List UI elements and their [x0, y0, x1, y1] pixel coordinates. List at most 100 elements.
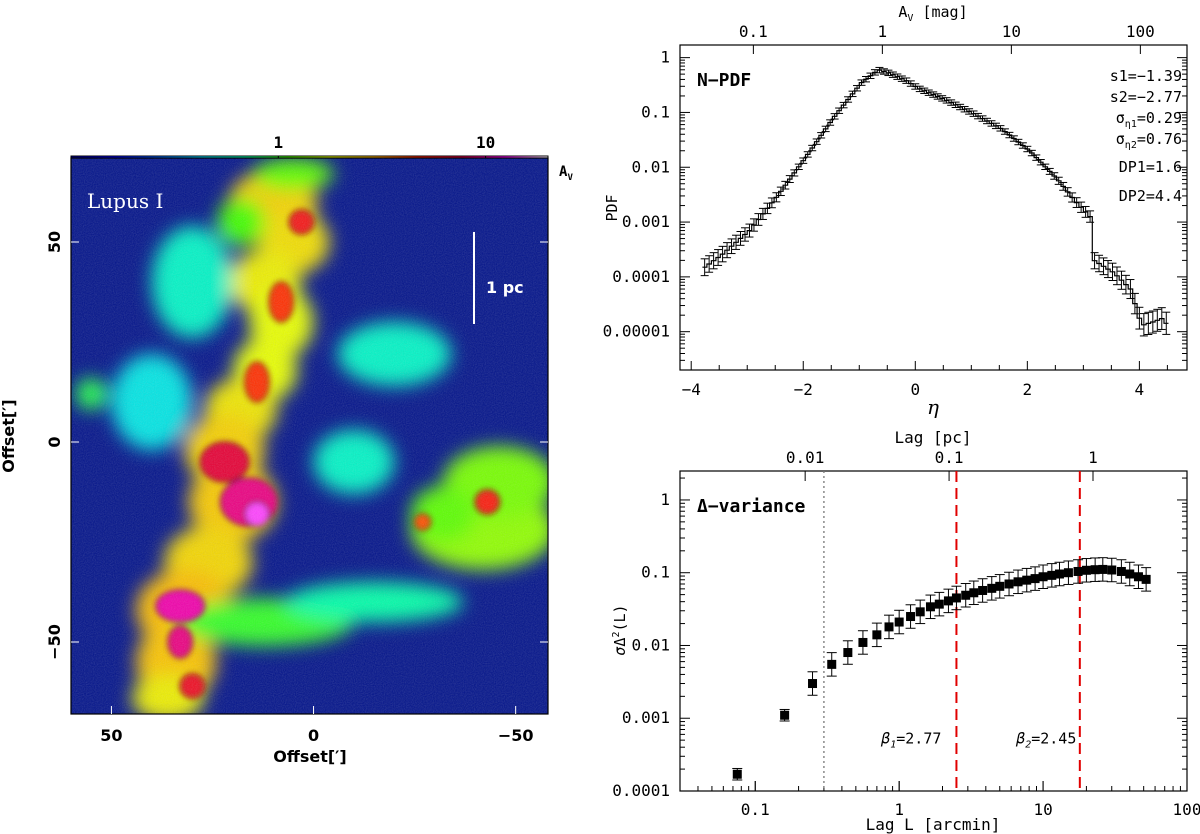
dvar-data-points	[732, 557, 1152, 781]
dvar-point	[808, 679, 818, 689]
dvar-x-tick-label: 10	[1033, 800, 1052, 819]
npdf-x-tick-label: 4	[1135, 380, 1145, 399]
npdf-y-tick-label: 0.0001	[612, 267, 670, 286]
npdf-x-tick-label: −2	[794, 380, 813, 399]
dvar-point	[1090, 565, 1100, 575]
npdf-top-tick-label: 10	[1002, 22, 1021, 41]
dvar-y-label: σΔ2(L)	[611, 604, 629, 655]
dvar-point	[858, 637, 868, 647]
map-x-tick-label: −50	[498, 726, 534, 745]
dvar-axis-ticks: 0.1 1 10 100 1 0.1 0.01 0.001 0.0001 0.01 0.1 1	[612, 448, 1200, 819]
dvar-point	[1047, 570, 1057, 580]
dvar-annotations: β1=2.77 β2=2.45	[880, 729, 1076, 750]
annotation-s2: s2=−2.77	[1110, 88, 1182, 106]
dvar-frame	[679, 470, 1188, 792]
dvar-point	[1098, 564, 1108, 574]
dvar-point	[732, 769, 742, 779]
npdf-top-tick-label: 100	[1126, 22, 1155, 41]
npdf-x-tick-label: 0	[910, 380, 920, 399]
dvar-point	[995, 581, 1005, 591]
dvar-point	[1054, 569, 1064, 579]
map-axis-ticks: 50 0 −50 50 0 −50	[45, 231, 548, 745]
scale-bar-label: 1 pc	[486, 278, 524, 297]
dvar-point	[1004, 579, 1014, 589]
dvar-point	[872, 630, 882, 640]
npdf-x-tick-label: 2	[1023, 380, 1033, 399]
dvar-point	[827, 659, 837, 669]
dvar-x-label: Lag L [arcmin]	[866, 815, 1001, 834]
dvar-point	[951, 593, 961, 603]
dvar-top-tick-label: 0.1	[935, 448, 964, 467]
map-x-label: Offset[′]	[273, 747, 346, 766]
dvar-point	[978, 585, 988, 595]
dvar-point	[925, 602, 935, 612]
dvar-point	[1107, 565, 1117, 575]
npdf-axis-ticks: −4 −2 0 2 4 1 0.1 0.01 0.001 0.0001 0.00001 0.1 1 10 1…	[603, 22, 1187, 399]
dvar-point	[906, 612, 916, 622]
npdf-y-tick-label: 1	[660, 48, 670, 67]
map-panel: 1 10 AV Lupus I 1 pc 50 0 −50 50 0 −50 Offset[…	[0, 133, 573, 766]
dvar-point	[1141, 574, 1151, 584]
dvar-point	[987, 583, 997, 593]
npdf-error-bars	[700, 66, 1171, 337]
annotation-dp1: DP1=1.6	[1119, 158, 1182, 176]
dvar-y-tick-label: 0.01	[631, 635, 670, 654]
dvar-annotation: β2=2.45	[1015, 729, 1076, 750]
dvar-point	[934, 599, 944, 609]
npdf-top-tick-label: 1	[878, 22, 888, 41]
dvar-point	[961, 590, 971, 600]
map-x-tick-label: 50	[100, 726, 122, 745]
map-frame	[70, 157, 549, 715]
dvar-point	[1013, 577, 1023, 587]
map-x-tick-label: 0	[308, 726, 319, 745]
dvar-annotation-sub: 2	[1025, 739, 1031, 750]
dvar-top-tick-label: 0.01	[786, 448, 825, 467]
npdf-y-tick-label: 0.01	[631, 157, 670, 176]
map-y-label: Offset[′]	[0, 399, 18, 472]
colorbar-tick-label: 1	[273, 133, 283, 152]
dvar-y-tick-label: 0.001	[622, 708, 670, 727]
dvar-point	[843, 648, 853, 658]
npdf-x-tick-label: −4	[682, 380, 701, 399]
dvar-annotation-value: =2.77	[896, 729, 941, 747]
map-y-tick-label: 0	[45, 436, 64, 447]
map-noise	[71, 158, 548, 714]
colorbar-label: AV	[559, 164, 573, 183]
dvar-reference-lines	[823, 471, 1081, 791]
dvar-x-tick-label: 1	[894, 800, 904, 819]
dvar-panel: 0.1 1 10 100 1 0.1 0.01 0.001 0.0001 0.01 0.1 1 Δ−v…	[611, 428, 1200, 834]
annotation-sigma1: ση1=0.29	[1116, 109, 1182, 130]
dvar-point	[1133, 572, 1143, 582]
map-title: Lupus I	[87, 189, 163, 213]
dvar-y-tick-label: 0.1	[641, 563, 670, 582]
npdf-title: N−PDF	[697, 70, 751, 91]
npdf-y-tick-label: 0.1	[641, 102, 670, 121]
dvar-x-tick-label: 0.1	[741, 800, 770, 819]
dvar-top-label: Lag [pc]	[894, 428, 971, 447]
dvar-point	[1030, 574, 1040, 584]
dvar-point	[1038, 572, 1048, 582]
dvar-point	[780, 710, 790, 720]
npdf-panel: −4 −2 0 2 4 1 0.1 0.01 0.001 0.0001 0.00001 0.1 1 10 1…	[603, 3, 1188, 419]
dvar-point	[1081, 565, 1091, 575]
dvar-point	[1073, 566, 1083, 576]
dvar-point	[943, 596, 953, 606]
dvar-annotation-sub: 1	[890, 739, 896, 750]
dvar-point	[1063, 568, 1073, 578]
dvar-point	[1116, 566, 1126, 576]
npdf-y-tick-label: 0.001	[622, 212, 670, 231]
dvar-point	[884, 622, 894, 632]
dvar-point	[1022, 575, 1032, 585]
npdf-top-tick-label: 0.1	[739, 22, 768, 41]
dvar-point	[1125, 569, 1135, 579]
map-y-tick-label: 50	[45, 231, 64, 253]
map-image	[71, 158, 548, 714]
dvar-x-tick-label: 100	[1173, 800, 1200, 819]
npdf-top-label: AV [mag]	[898, 3, 967, 24]
annotation-sigma2: ση2=0.76	[1116, 130, 1182, 151]
dvar-point	[894, 617, 904, 627]
npdf-frame	[679, 44, 1188, 371]
dvar-annotation: β1=2.77	[880, 729, 941, 750]
colorbar-tick-label: 10	[476, 133, 495, 152]
